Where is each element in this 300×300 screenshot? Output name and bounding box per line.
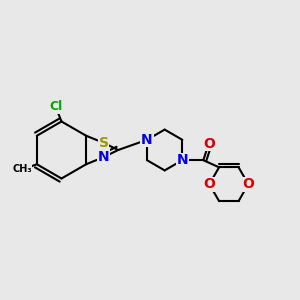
Text: O: O — [203, 177, 215, 191]
Text: N: N — [141, 133, 153, 147]
Text: CH₃: CH₃ — [12, 164, 32, 174]
Text: O: O — [203, 137, 215, 151]
Text: Cl: Cl — [49, 100, 62, 113]
Text: N: N — [176, 153, 188, 167]
Text: N: N — [98, 150, 109, 164]
Text: O: O — [242, 177, 254, 191]
Text: S: S — [99, 136, 109, 150]
